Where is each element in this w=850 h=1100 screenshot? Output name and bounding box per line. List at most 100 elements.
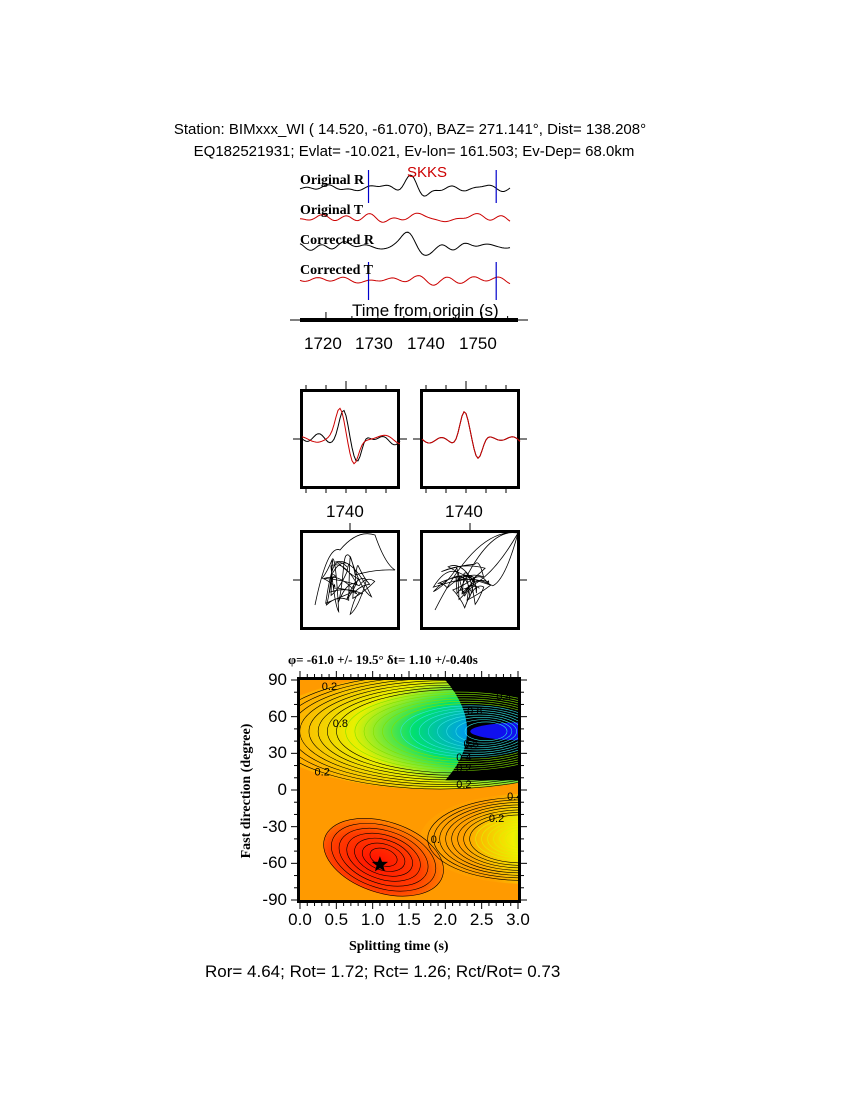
trace-corrected-t <box>299 275 511 286</box>
contour-line <box>317 684 518 778</box>
x-tick-label: 2.5 <box>469 910 494 929</box>
trace-label-original-r: Original R <box>300 173 365 188</box>
contour-line <box>382 700 518 762</box>
time-axis <box>300 318 518 322</box>
trace-label-original-t: Original T <box>300 203 364 218</box>
best-fit-star-icon <box>371 856 388 872</box>
y-tick-label: 0 <box>277 780 287 799</box>
contour-line <box>457 809 518 869</box>
header-line-2: EQ182521931; Evlat= -10.021, Ev-lon= 161… <box>193 143 635 160</box>
contour-label: 0.6 <box>464 739 479 751</box>
contour-line <box>338 827 429 887</box>
contour-label: 0.8 <box>333 718 348 730</box>
contour-line <box>418 710 518 753</box>
x-tick-label: 1.0 <box>360 910 385 929</box>
x-tick-label: 0.0 <box>288 910 312 929</box>
panel-frame <box>420 389 520 489</box>
trace-label-corrected-t: Corrected T <box>300 263 373 278</box>
panel-frame <box>420 530 520 630</box>
transverse-waveform <box>421 410 521 459</box>
y-tick-label: -60 <box>262 853 287 873</box>
trace-corrected-r <box>299 231 511 256</box>
y-tick-label: 60 <box>268 706 287 726</box>
contour-line <box>499 827 518 851</box>
trace-label-corrected-r: Corrected R <box>300 233 374 248</box>
contour-label: 0.2 <box>322 681 337 693</box>
contour-line <box>463 812 518 866</box>
contour-label: 0.4 <box>496 691 511 703</box>
contour-label: 0.2 <box>315 767 330 779</box>
contour-line <box>331 823 437 892</box>
time-tick-1730: 1730 <box>355 334 393 353</box>
trace-original-r <box>299 174 511 197</box>
contour-max-region <box>470 722 518 741</box>
contour-label: 0.4 <box>456 752 471 764</box>
time-tick-1750: 1750 <box>459 334 497 353</box>
x-tick-label: 3.0 <box>506 910 530 929</box>
contour-line <box>300 680 518 788</box>
x-tick-label: 1.5 <box>397 910 421 929</box>
stats-line: Ror= 4.64; Rot= 1.72; Rct= 1.26; Rct/Rot… <box>205 962 561 981</box>
y-tick-label: -90 <box>262 890 287 909</box>
contour-line <box>372 698 518 765</box>
contour-line <box>323 818 444 897</box>
contour-line <box>354 837 413 877</box>
phase-label: SKKS <box>407 164 448 181</box>
contour-line <box>336 689 518 774</box>
x-tick-label: 2.0 <box>433 910 458 929</box>
contour-line <box>327 687 518 776</box>
contour-line <box>409 707 518 755</box>
contour-line <box>505 829 518 848</box>
contour-line <box>354 694 518 769</box>
header-line-1: Station: BIMxxx_WI ( 14.520, -61.070), B… <box>173 121 647 138</box>
transverse-waveform <box>301 407 401 465</box>
panel-frame <box>300 389 400 489</box>
contour-line <box>464 721 508 742</box>
contour-line <box>455 719 513 744</box>
contour-line <box>428 712 518 751</box>
time-axis-label: Time from origin (s) <box>352 301 499 320</box>
contour-line <box>487 822 518 856</box>
contour-line <box>427 797 518 881</box>
contour-line <box>308 682 518 781</box>
contour-label: 0.2 <box>456 779 471 791</box>
x-axis-label: Splitting time (s) <box>349 939 449 954</box>
contour-label: 0.4 <box>507 791 522 803</box>
contour-secondary-region <box>420 794 518 884</box>
contour-line <box>437 714 518 748</box>
seismogram-traces <box>290 170 528 322</box>
particle-motion <box>314 533 396 616</box>
contour-line <box>481 819 518 859</box>
panel-frame <box>300 530 400 630</box>
particle-motion <box>432 532 519 611</box>
panel-tick-left: 1740 <box>326 502 364 521</box>
contour-line <box>363 696 518 767</box>
contour-line <box>493 824 518 854</box>
contour-line <box>361 842 406 872</box>
contour-line <box>469 814 518 864</box>
contour-label: 0.4 <box>493 684 508 696</box>
panel-tick-right: 1740 <box>445 502 483 521</box>
contour-line <box>345 691 518 771</box>
contour-line <box>400 705 518 758</box>
splitting-contour-plot: 0.2 0.40.40.60.80.60.40.20.20.20.40.20. <box>291 671 527 909</box>
contour-line <box>346 832 421 882</box>
contour-field: 0.2 0.40.40.60.80.60.40.20.20.20.40.20. <box>300 680 522 900</box>
contour-line <box>433 799 518 879</box>
contour-title: φ= -61.0 +/- 19.5° δt= 1.10 +/-0.40s <box>288 652 478 667</box>
y-tick-label: -30 <box>262 816 287 836</box>
contour-line <box>451 807 518 871</box>
contour-line <box>445 804 518 874</box>
contour-line <box>391 703 518 760</box>
contour-label: 0.2 <box>489 813 504 825</box>
radial-waveform <box>301 409 401 462</box>
x-tick-label: 0.5 <box>324 910 349 929</box>
contour-line <box>300 680 518 790</box>
trace-original-t <box>299 212 511 223</box>
contour-line <box>475 817 518 861</box>
contour-label: 0. <box>431 834 440 846</box>
contour-line <box>446 717 517 746</box>
y-tick-label: 30 <box>268 743 287 763</box>
contour-line <box>300 680 518 783</box>
